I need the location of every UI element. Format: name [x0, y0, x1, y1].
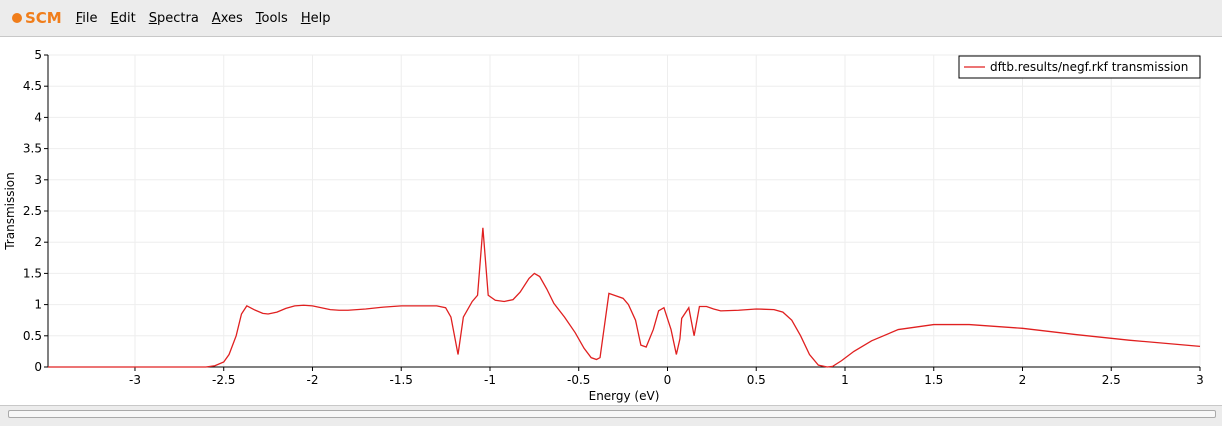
- x-tick-label: 0: [664, 373, 672, 387]
- line-series: [48, 227, 1201, 368]
- x-tick-label: -2.5: [212, 373, 235, 387]
- legend-label: dftb.results/negf.rkf transmission: [990, 60, 1188, 74]
- y-tick-label: 1.5: [23, 266, 42, 280]
- y-tick-label: 3: [34, 173, 42, 187]
- logo[interactable]: SCM: [12, 9, 62, 27]
- y-tick-label: 2: [34, 235, 42, 249]
- x-tick-label: -0.5: [567, 373, 590, 387]
- menu-item[interactable]: Spectra: [148, 10, 199, 26]
- x-tick-label: 1: [841, 373, 849, 387]
- y-tick-label: 1: [34, 298, 42, 312]
- y-tick-label: 0.5: [23, 329, 42, 343]
- x-tick-label: 2.5: [1102, 373, 1121, 387]
- chart: 0 0.5 1 1.5 2 2.5 3 3.5 4 4.5 5 -3 -2.5 -2 -1.5 -1 -0.5 0…: [3, 48, 1204, 403]
- x-axis-label: Energy (eV): [589, 389, 660, 403]
- menu-item[interactable]: Axes: [211, 10, 243, 26]
- menu-item[interactable]: Edit: [110, 10, 136, 26]
- y-tick-label: 4: [34, 110, 42, 124]
- y-tick-label: 0: [34, 360, 42, 374]
- x-tick-label: -1.5: [390, 373, 413, 387]
- y-tick-label: 3.5: [23, 142, 42, 156]
- menu-item[interactable]: Help: [300, 10, 331, 26]
- x-tick-label: 2: [1019, 373, 1027, 387]
- x-tick-label: 3: [1196, 373, 1204, 387]
- y-tick-label: 2.5: [23, 204, 42, 218]
- menu-item[interactable]: File: [75, 10, 98, 26]
- legend-box: [958, 55, 1201, 79]
- x-tick-label: -1: [484, 373, 496, 387]
- x-tick-label: -2: [306, 373, 318, 387]
- scrollbar[interactable]: [0, 405, 1222, 426]
- menu-item[interactable]: Tools: [255, 10, 288, 26]
- y-tick-label: 5: [34, 48, 42, 62]
- x-tick-label: 1.5: [924, 373, 943, 387]
- x-tick-label: -3: [129, 373, 141, 387]
- menu-bar: SCM File Edit Spectra Axes Tools Help: [0, 0, 1222, 37]
- x-tick-label: 0.5: [747, 373, 766, 387]
- y-axis-label: Transmission: [3, 172, 17, 251]
- scroll-thumb[interactable]: [8, 410, 1216, 418]
- y-tick-label: 4.5: [23, 79, 42, 93]
